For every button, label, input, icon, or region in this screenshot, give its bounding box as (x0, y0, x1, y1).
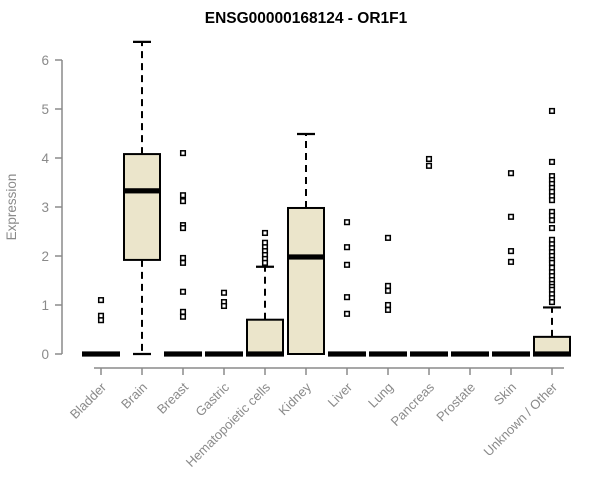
x-category-label: Pancreas (388, 379, 438, 429)
chart-title: ENSG00000168124 - OR1F1 (205, 10, 408, 27)
box-group (205, 289, 243, 357)
box-group (451, 351, 489, 357)
outlier-point (425, 155, 433, 163)
box-group (123, 40, 161, 356)
outlier-point (507, 258, 515, 265)
x-category-label: Liver (325, 379, 356, 410)
outlier-point (343, 244, 351, 251)
median-bar (82, 351, 120, 357)
outlier-point (548, 107, 556, 115)
box-group (369, 234, 407, 357)
box-group (287, 132, 325, 355)
box-group (533, 107, 571, 357)
outlier-point (384, 301, 392, 309)
outlier-point (179, 288, 187, 295)
median-bar (287, 254, 325, 260)
outlier-point (425, 162, 433, 169)
box-group (246, 229, 284, 357)
box-group (492, 170, 530, 357)
iqr-box (123, 153, 161, 261)
y-tick-label: 5 (41, 102, 49, 117)
outlier-point (507, 248, 515, 255)
x-category-label: Breast (154, 379, 191, 416)
y-tick-label: 2 (41, 249, 49, 264)
boxes-layer (82, 40, 571, 357)
outlier-point (261, 229, 269, 237)
median-bar (451, 351, 489, 357)
box-group (328, 219, 366, 357)
x-category-label: Kidney (275, 379, 314, 418)
median-bar (328, 351, 366, 357)
outlier-point (97, 297, 105, 304)
median-bar (492, 351, 530, 357)
outlier-point (179, 254, 187, 262)
y-tick-label: 6 (41, 53, 49, 68)
median-bar (533, 351, 571, 357)
y-axis-label: Expression (4, 174, 19, 241)
outlier-point (179, 225, 187, 232)
y-axis: 0 1 2 3 4 5 6 (41, 53, 63, 362)
median-bar (410, 351, 448, 357)
outlier-point (384, 287, 392, 294)
outlier-point (384, 234, 392, 241)
iqr-box (246, 318, 284, 356)
y-tick-label: 0 (41, 347, 49, 362)
outlier-point (548, 158, 556, 165)
x-category-label: Lung (365, 380, 396, 411)
box-group (82, 297, 120, 357)
x-category-label: Bladder (67, 379, 110, 422)
y-tick-label: 4 (41, 151, 49, 166)
median-bar (369, 351, 407, 357)
outlier-point (548, 259, 556, 266)
outlier-point (343, 310, 351, 317)
outlier-point (179, 259, 187, 266)
outlier-point (220, 302, 228, 310)
x-category-label: Brain (118, 380, 150, 412)
median-bar (246, 351, 284, 357)
outlier-point (343, 261, 351, 268)
outlier-point (220, 289, 228, 296)
outlier-point (548, 197, 556, 204)
outlier-point (179, 198, 187, 205)
y-tick-label: 3 (41, 200, 49, 215)
x-category-label: Gastric (192, 379, 232, 419)
outlier-point (97, 317, 105, 324)
y-tick-label: 1 (41, 298, 49, 313)
outlier-point (343, 294, 351, 301)
outlier-point (384, 282, 392, 289)
x-category-label: Unknown / Other (481, 379, 561, 459)
iqr-box (287, 206, 325, 355)
outlier-point (548, 299, 556, 306)
outlier-point (384, 306, 392, 313)
outlier-point (548, 225, 556, 232)
outlier-point (179, 313, 187, 320)
median-bar (164, 351, 202, 357)
outlier-point (343, 219, 351, 226)
x-category-label: Prostate (433, 380, 478, 425)
box-group (164, 150, 202, 357)
box-group (410, 155, 448, 357)
outlier-point (548, 217, 556, 224)
outlier-point (179, 308, 187, 315)
outlier-point (179, 192, 187, 199)
x-category-label: Skin (491, 380, 519, 408)
outlier-point (507, 213, 515, 220)
outlier-point (179, 150, 187, 157)
outlier-point (507, 170, 515, 177)
outlier-point (261, 259, 269, 266)
median-bar (205, 351, 243, 357)
median-bar (123, 188, 161, 194)
